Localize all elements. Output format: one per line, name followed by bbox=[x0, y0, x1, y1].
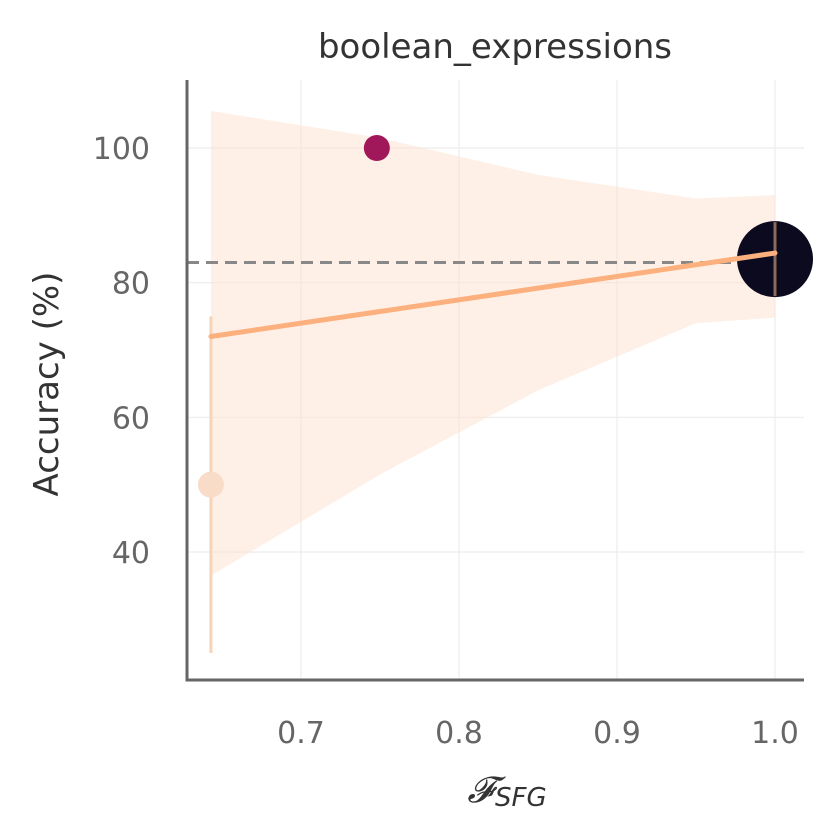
x-axis-label-subscript: SFG bbox=[495, 783, 547, 813]
y-tick-label-2: 80 bbox=[112, 267, 150, 302]
y-tick-label-3: 100 bbox=[93, 132, 150, 167]
data-point-1 bbox=[363, 135, 390, 161]
x-tick-label-2: 0.9 bbox=[593, 716, 641, 751]
confidence-band bbox=[210, 110, 775, 576]
y-axis-label: Accuracy (%) bbox=[27, 272, 67, 497]
regression-line-layer bbox=[208, 250, 778, 340]
x-tick-label-1: 0.8 bbox=[435, 716, 483, 751]
data-points bbox=[197, 135, 813, 498]
data-point-0 bbox=[197, 471, 224, 498]
x-tick-label-3: 1.0 bbox=[751, 716, 799, 751]
chart-title: boolean_expressions bbox=[318, 27, 672, 67]
axes bbox=[185, 80, 804, 682]
confidence-interval-band bbox=[210, 110, 775, 576]
y-tick-label-1: 60 bbox=[112, 401, 150, 436]
regression-line bbox=[208, 250, 778, 340]
y-tick-label-0: 40 bbox=[112, 536, 150, 571]
x-tick-label-0: 0.7 bbox=[277, 716, 325, 751]
tick-labels: 0.7 0.8 0.9 1.0 40 60 80 100 bbox=[93, 132, 799, 751]
